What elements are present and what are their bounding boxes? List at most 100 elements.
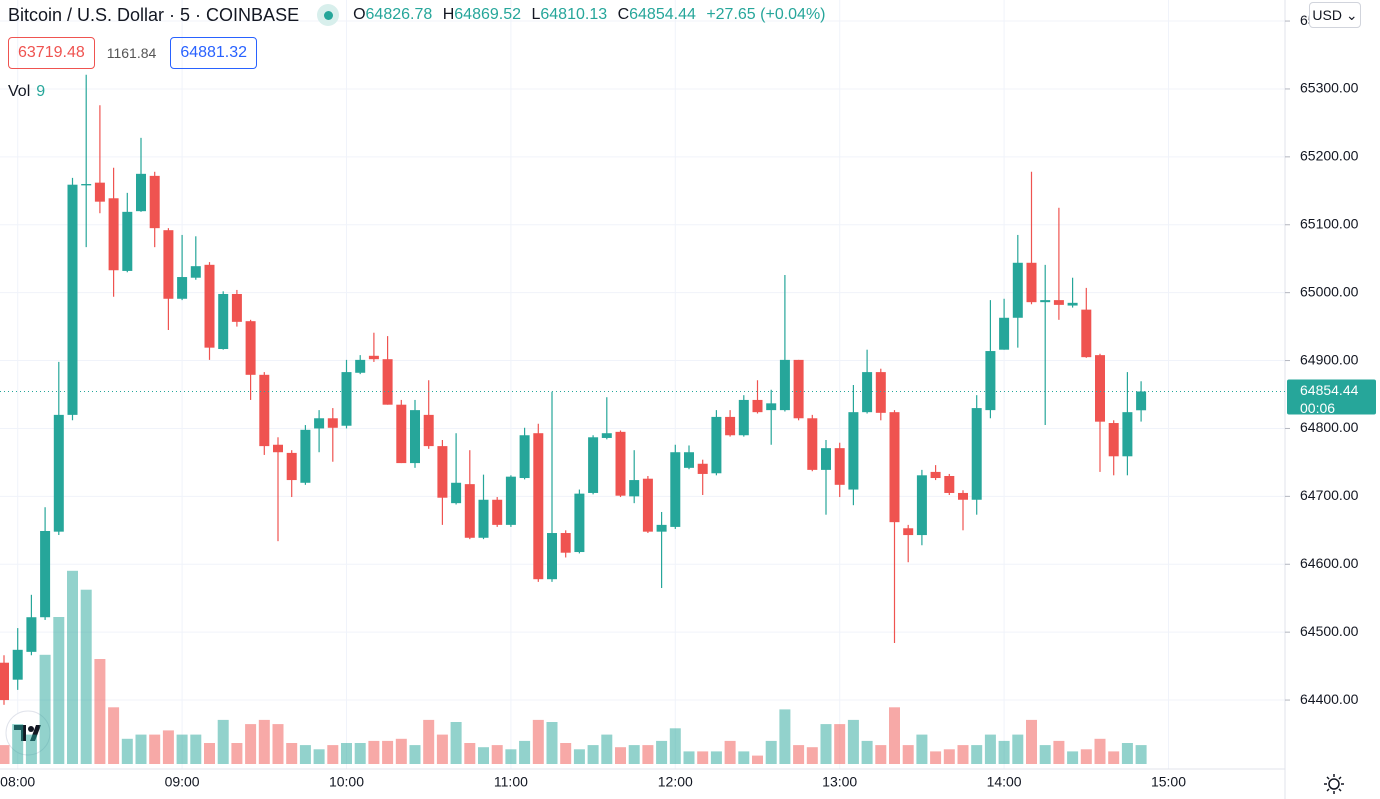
volume-bar — [135, 734, 147, 764]
y-tick-label: 64700.00 — [1300, 487, 1359, 503]
volume-bar — [642, 745, 654, 764]
volume-bar — [450, 722, 462, 764]
candle-body — [327, 418, 338, 428]
candle-body — [81, 184, 92, 186]
volume-bar — [930, 751, 942, 764]
volume-bar — [162, 730, 174, 764]
candle-body — [1095, 355, 1105, 422]
x-tick-label: 11:00 — [494, 774, 528, 790]
candle-body — [314, 418, 325, 429]
candle-body — [1026, 262, 1037, 303]
candle-body — [464, 484, 475, 538]
status-dot — [317, 4, 340, 26]
ohlc-values: O64826.78 H64869.52 L64810.13 C64854.44 … — [353, 6, 831, 24]
candle-body — [999, 317, 1010, 350]
volume-bar — [793, 745, 805, 764]
currency-label: USD — [1312, 7, 1342, 23]
legend: Bitcoin / U.S. Dollar · 5 · COINBASE O64… — [8, 4, 832, 26]
candle-body — [218, 294, 229, 350]
volume-bar — [423, 719, 435, 764]
volume-bar — [889, 707, 900, 764]
candle-body — [437, 446, 448, 498]
y-tick-label: 64900.00 — [1300, 351, 1359, 367]
candle-body — [273, 444, 283, 453]
candle-body — [190, 266, 201, 278]
volume-bar — [765, 740, 777, 764]
candle-body — [601, 433, 612, 438]
x-tick-label: 12:00 — [658, 774, 693, 790]
currency-button[interactable]: USD ⌄ — [1309, 2, 1361, 28]
volume-bar — [53, 617, 65, 764]
candle-body — [670, 452, 681, 527]
change: +27.65 (+0.04%) — [706, 6, 826, 23]
volume-bar — [204, 743, 215, 764]
volume-bar — [436, 734, 448, 764]
ohlc-key: L — [531, 6, 541, 23]
volume-bar — [1039, 745, 1051, 764]
x-tick-label: 15:00 — [1151, 774, 1186, 790]
candle-body — [259, 374, 270, 447]
candle-body — [752, 399, 763, 413]
ohlc-value: 64826.78 — [365, 6, 433, 23]
volume-bar — [313, 749, 325, 764]
candle-body — [588, 437, 599, 493]
candle-body — [807, 418, 818, 470]
x-tick-label: 09:00 — [165, 774, 200, 790]
volume-bar — [272, 724, 284, 764]
volume-bar — [779, 709, 791, 764]
volume-bar — [217, 719, 229, 764]
candle-body — [368, 355, 379, 360]
volume-bar — [258, 719, 270, 764]
volume-bar — [80, 589, 92, 764]
candle-body — [903, 528, 914, 536]
x-tick-label: 08:00 — [0, 774, 35, 790]
volume-bar — [984, 734, 996, 764]
volume-bar — [532, 719, 544, 764]
candle-body — [574, 493, 585, 553]
volume-bar — [1108, 751, 1120, 764]
indicator-row: 63719.48 1161.84 64881.32 — [8, 37, 258, 69]
volume-bar — [464, 743, 476, 764]
candle-body — [848, 412, 859, 490]
y-tick-label: 64500.00 — [1300, 623, 1359, 639]
candle-body — [793, 359, 804, 419]
volume-bar — [299, 745, 311, 764]
indicator-value: 1161.84 — [106, 45, 157, 61]
grid — [0, 0, 1285, 769]
candle-body — [355, 359, 366, 373]
candle-body — [1108, 423, 1119, 457]
candle-body — [629, 480, 640, 497]
volume-bar — [820, 724, 832, 764]
volume-bar — [108, 707, 120, 764]
candle-body — [423, 414, 434, 447]
volume-bar — [67, 570, 78, 764]
candle-body — [396, 404, 407, 464]
candle-body — [766, 403, 777, 411]
y-tick-label: 64600.00 — [1300, 555, 1359, 571]
volume-bar — [683, 751, 695, 764]
candle-body — [231, 294, 242, 322]
candle-body — [40, 530, 51, 618]
volume-bar — [669, 728, 681, 764]
volume-bar — [190, 734, 202, 764]
settings-icon[interactable] — [1324, 774, 1344, 794]
candle-body — [834, 448, 845, 485]
volume-bar — [395, 738, 407, 764]
candle-body — [492, 499, 503, 525]
candle-body — [163, 230, 174, 299]
volume-bar — [1080, 749, 1092, 764]
candle-body — [615, 431, 626, 496]
candle-body — [505, 476, 516, 525]
volume-bar — [916, 734, 928, 764]
candle-body — [1136, 391, 1147, 411]
x-tick-label: 10:00 — [329, 774, 364, 790]
volume-bar — [628, 745, 640, 764]
candle-body — [971, 408, 982, 500]
candle-body — [300, 429, 311, 483]
candle-body — [930, 471, 941, 479]
candle-body — [382, 359, 393, 405]
candle-body — [875, 372, 886, 413]
candle-body — [889, 412, 900, 523]
ohlc-key: H — [442, 6, 455, 23]
